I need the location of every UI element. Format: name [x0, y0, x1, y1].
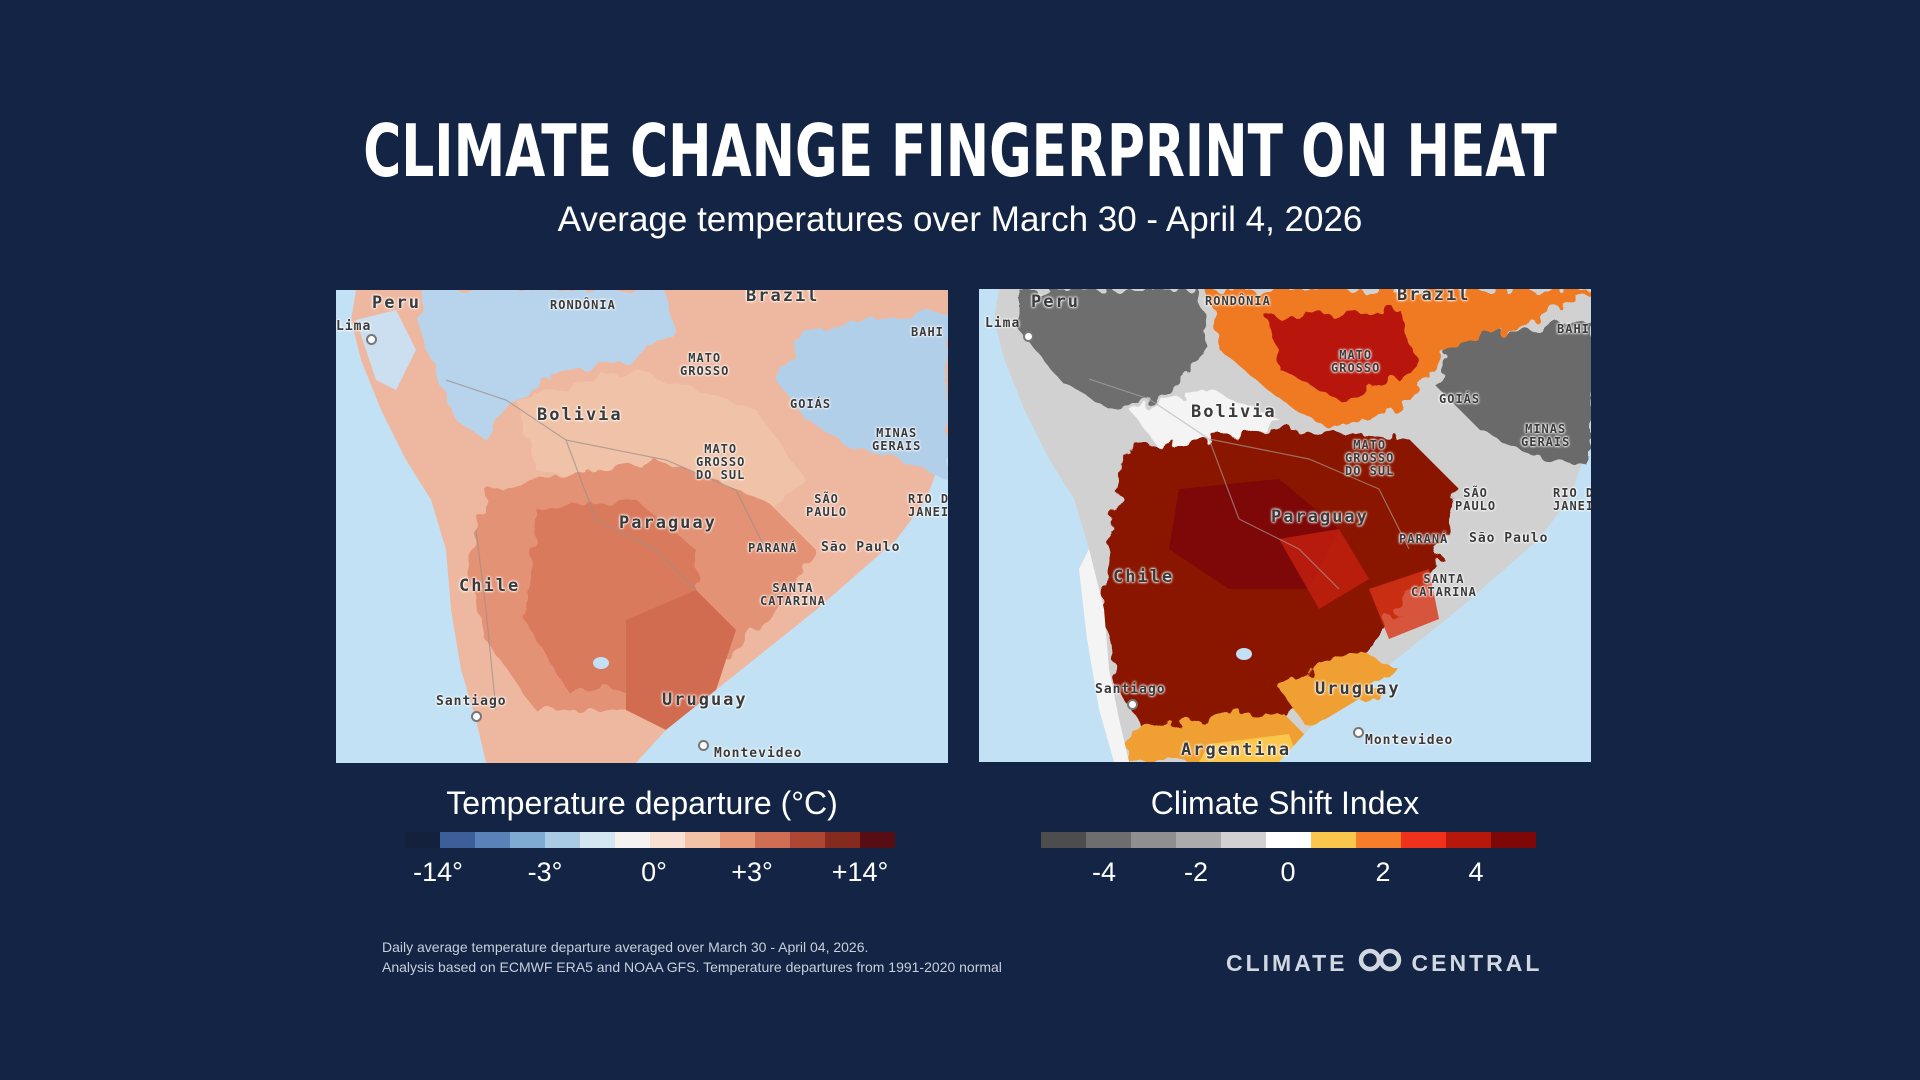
label-goias: GOIÁS [790, 397, 832, 411]
label-uruguay: Uruguay [1315, 679, 1401, 699]
city-marker-montevideo [1353, 727, 1364, 738]
label-sao-paulo-state: SÃO PAULO [806, 492, 848, 519]
label-santa-catarina: SANTA CATARINA [1411, 572, 1477, 599]
city-marker-lima [366, 334, 377, 345]
label-peru: Peru [1031, 292, 1080, 312]
label-santa-catarina: SANTA CATARINA [760, 581, 826, 608]
label-minas-gerais: MINAS GERAIS [1521, 422, 1571, 449]
csi-map-shapes [979, 289, 1591, 762]
label-goias: GOIÁS [1439, 392, 1481, 406]
temperature-legend-tick-label: 0° [641, 857, 667, 887]
csi-legend-color-step [1266, 832, 1311, 848]
label-paraguay: Paraguay [1271, 507, 1369, 527]
temperature-legend-tick-label: +3° [731, 857, 773, 887]
label-brazil: Brazil [1397, 289, 1471, 305]
label-mato-grosso-do-sul: MATO GROSSO DO SUL [696, 442, 746, 482]
footnote-line-2: Analysis based on ECMWF ERA5 and NOAA GF… [382, 959, 1002, 975]
infinity-icon [1356, 948, 1404, 978]
temperature-legend-color-step [720, 832, 755, 848]
temperature-legend-title: Temperature departure (°C) [446, 785, 838, 821]
csi-legend-color-step [1086, 832, 1131, 848]
csi-legend-colorbar [1041, 832, 1536, 848]
temperature-legend-color-step [510, 832, 545, 848]
csi-legend-color-step [1131, 832, 1176, 848]
csi-legend-tick-label: -4 [1091, 857, 1117, 887]
temperature-legend-tick-label: -3° [527, 857, 563, 887]
temperature-legend-color-step [685, 832, 720, 848]
csi-legend-color-step [1491, 832, 1536, 848]
label-bahia: BAHI [911, 325, 944, 339]
label-mato-grosso: MATO GROSSO [680, 351, 730, 378]
label-bolivia: Bolivia [1191, 402, 1277, 422]
climate-shift-index-map[interactable]: Peru Brazil RONDÔNIA Lima BAHI MATO GROS… [979, 289, 1591, 762]
label-sao-paulo-city: São Paulo [821, 540, 901, 555]
city-marker-lima [1023, 331, 1034, 342]
city-marker-santiago [471, 711, 482, 722]
label-chile: Chile [1113, 567, 1175, 587]
temperature-legend-color-step [615, 832, 650, 848]
csi-legend-tick-label: -2 [1183, 857, 1209, 887]
csi-legend-color-step [1401, 832, 1446, 848]
csi-legend-tick-label: 2 [1375, 857, 1391, 887]
label-argentina: Argentina [1181, 740, 1292, 760]
csi-legend-color-step [1221, 832, 1266, 848]
label-rio-de-janeiro: RIO D JANEI [1553, 486, 1591, 513]
label-santiago: Santiago [1095, 682, 1166, 697]
label-bahia: BAHI [1557, 322, 1590, 336]
temperature-legend-color-step [475, 832, 510, 848]
label-brazil: Brazil [746, 290, 820, 306]
csi-legend-color-step [1176, 832, 1221, 848]
csi-legend-color-step [1356, 832, 1401, 848]
logo-text-central: CENTRAL [1411, 949, 1543, 976]
label-parana: PARANÁ [1399, 532, 1449, 546]
label-rio-de-janeiro: RIO D JANEI [908, 492, 948, 519]
csi-legend-tick-label: 4 [1468, 857, 1484, 887]
label-montevideo: Montevideo [714, 746, 803, 761]
climate-central-logo: CLIMATE CENTRAL [1226, 948, 1542, 978]
temperature-legend-color-step [580, 832, 615, 848]
label-lima: Lima [336, 319, 372, 334]
label-uruguay: Uruguay [662, 690, 748, 710]
temperature-map-shapes [336, 290, 948, 763]
temperature-legend-color-step [825, 832, 860, 848]
label-sao-paulo-city: São Paulo [1469, 531, 1549, 546]
temperature-legend-color-step [650, 832, 685, 848]
label-minas-gerais: MINAS GERAIS [872, 426, 922, 453]
temperature-legend-color-step [790, 832, 825, 848]
csi-legend-color-step [1446, 832, 1491, 848]
csi-legend-color-step [1041, 832, 1086, 848]
temperature-departure-map[interactable]: Peru Brazil RONDÔNIA Lima BAHI MATO GROS… [336, 290, 948, 763]
label-mato-grosso-do-sul: MATO GROSSO DO SUL [1345, 438, 1395, 478]
csi-legend-color-step [1311, 832, 1356, 848]
page-title: CLIMATE CHANGE FINGERPRINT ON HEAT [363, 109, 1557, 193]
label-sao-paulo-state: SÃO PAULO [1455, 486, 1497, 513]
csi-legend-tick-label: 0 [1280, 857, 1296, 887]
temperature-legend-color-step [440, 832, 475, 848]
temperature-legend-tick-label: -14° [413, 857, 463, 887]
page-subtitle: Average temperatures over March 30 - Apr… [557, 200, 1363, 239]
temperature-legend-tick-label: +14° [831, 857, 889, 887]
label-bolivia: Bolivia [537, 405, 623, 425]
csi-legend-title: Climate Shift Index [1150, 785, 1420, 821]
label-rondonia: RONDÔNIA [550, 298, 616, 312]
label-mato-grosso: MATO GROSSO [1331, 348, 1381, 375]
label-chile: Chile [459, 576, 521, 596]
temperature-legend-color-step [755, 832, 790, 848]
city-marker-santiago [1127, 699, 1138, 710]
label-parana: PARANÁ [748, 541, 798, 555]
temperature-legend-color-step [545, 832, 580, 848]
label-peru: Peru [372, 293, 421, 313]
logo-text-climate: CLIMATE [1226, 949, 1348, 976]
footnote-line-1: Daily average temperature departure aver… [382, 939, 869, 955]
label-paraguay: Paraguay [619, 513, 717, 533]
temperature-legend-color-step [860, 832, 895, 848]
label-lima: Lima [985, 316, 1021, 331]
label-montevideo: Montevideo [1365, 733, 1454, 748]
label-santiago: Santiago [436, 694, 507, 709]
temperature-legend-colorbar [405, 832, 895, 848]
label-rondonia: RONDÔNIA [1205, 294, 1271, 308]
temperature-legend-color-step [405, 832, 440, 848]
city-marker-montevideo [698, 740, 709, 751]
